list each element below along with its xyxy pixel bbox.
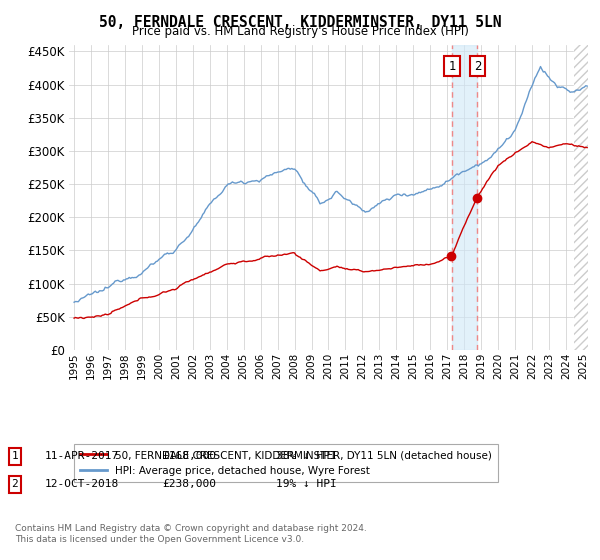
Text: 19% ↓ HPI: 19% ↓ HPI [276,479,337,489]
Text: 2: 2 [11,479,19,489]
Text: This data is licensed under the Open Government Licence v3.0.: This data is licensed under the Open Gov… [15,535,304,544]
Text: 2: 2 [473,60,481,73]
Text: 11-APR-2017: 11-APR-2017 [45,451,119,461]
Legend: 50, FERNDALE CRESCENT, KIDDERMINSTER, DY11 5LN (detached house), HPI: Average pr: 50, FERNDALE CRESCENT, KIDDERMINSTER, DY… [74,444,498,482]
Text: £168,000: £168,000 [162,451,216,461]
Text: 12-OCT-2018: 12-OCT-2018 [45,479,119,489]
Text: 1: 1 [11,451,19,461]
Text: Price paid vs. HM Land Registry's House Price Index (HPI): Price paid vs. HM Land Registry's House … [131,25,469,38]
Bar [452,45,478,350]
Text: 1: 1 [448,60,456,73]
Bar [574,45,588,350]
Bar [574,45,588,350]
Text: 38% ↓ HPI: 38% ↓ HPI [276,451,337,461]
Text: £238,000: £238,000 [162,479,216,489]
Text: 50, FERNDALE CRESCENT, KIDDERMINSTER, DY11 5LN: 50, FERNDALE CRESCENT, KIDDERMINSTER, DY… [99,15,501,30]
Text: Contains HM Land Registry data © Crown copyright and database right 2024.: Contains HM Land Registry data © Crown c… [15,524,367,533]
